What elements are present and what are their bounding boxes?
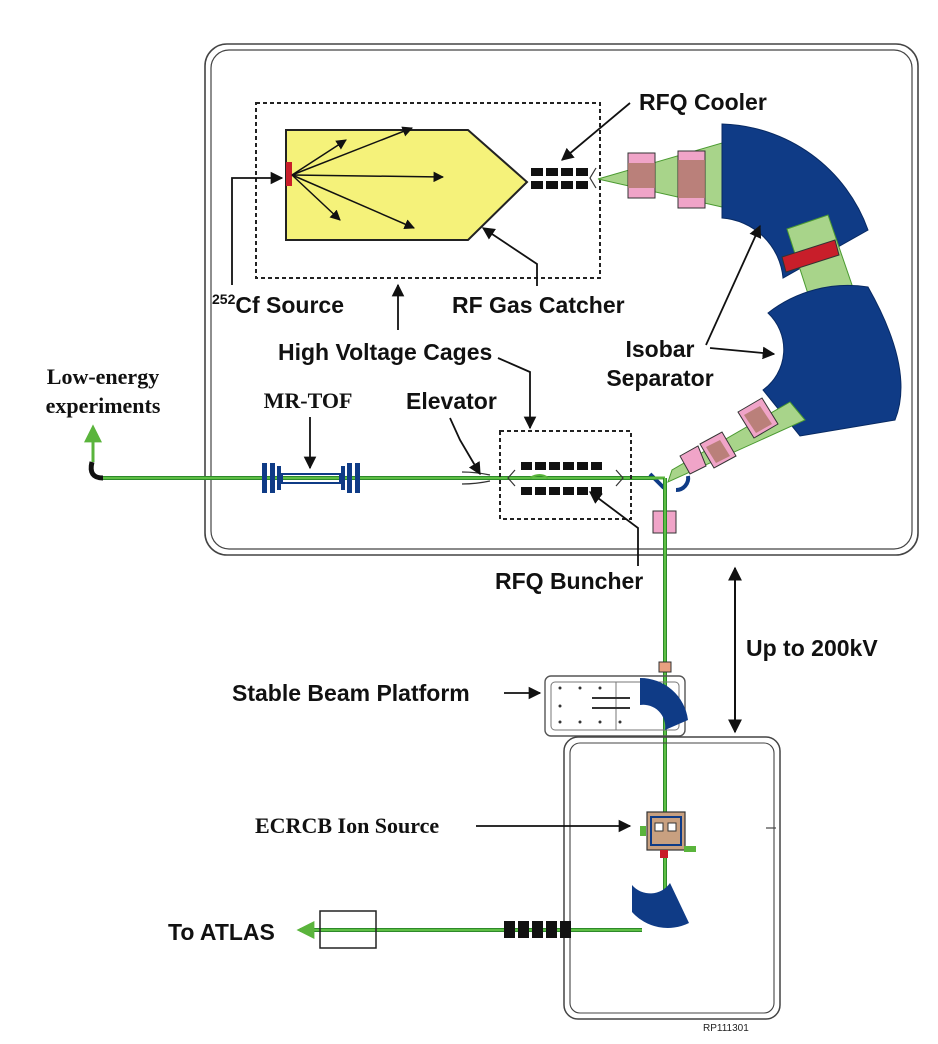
label-mr-tof: MR-TOF (264, 388, 353, 413)
annotation-arrows (231, 102, 776, 833)
rfq-buncher (521, 462, 602, 495)
label-up-to-200kv: Up to 200kV (746, 635, 878, 661)
injection-dipole (632, 883, 689, 928)
separator-entrance-beamline (597, 142, 723, 209)
label-low-energy: Low-energy (47, 364, 159, 389)
label-experiments: experiments (46, 393, 161, 418)
label-cf-superscript: 252 (212, 291, 236, 307)
ecrcb-ion-source (640, 811, 696, 858)
label-cf-source: 252Cf Source (212, 291, 344, 318)
isobar-separator (667, 123, 902, 483)
label-separator: Separator (606, 365, 713, 391)
label-ecrcb-ion-source: ECRCB Ion Source (255, 813, 439, 838)
ecrcb-platform (563, 736, 781, 1020)
rf-gas-catcher (285, 126, 529, 241)
quadrupole-5 (679, 445, 707, 475)
beam-switchyard (648, 472, 691, 534)
mr-tof (262, 463, 360, 493)
cf-source-marker (286, 162, 292, 186)
figure-id: RP111301 (703, 1023, 749, 1034)
label-stable-beam-platform: Stable Beam Platform (232, 680, 470, 706)
label-high-voltage-cages: High Voltage Cages (278, 339, 492, 365)
atlas-beamline (296, 910, 642, 949)
rfq-buncher-cage (499, 430, 632, 520)
label-rfq-buncher: RFQ Buncher (495, 568, 643, 594)
label-rf-gas-catcher: RF Gas Catcher (452, 292, 625, 318)
low-energy-beamline (84, 424, 665, 481)
gas-catcher-cage (255, 102, 601, 279)
label-to-atlas: To ATLAS (168, 919, 275, 945)
beamline-valve (658, 661, 672, 673)
stable-beam-platform (544, 675, 688, 737)
dipole-magnet-2 (762, 284, 902, 437)
main-platform (204, 43, 919, 556)
label-elevator: Elevator (406, 388, 497, 414)
atlas-beamline-box (319, 910, 377, 949)
label-rfq-cooler: RFQ Cooler (639, 89, 767, 115)
label-isobar: Isobar (625, 336, 694, 362)
rfq-cooler (531, 168, 588, 189)
separator-slit (781, 239, 840, 273)
label-cf-source-text: Cf Source (235, 292, 344, 318)
